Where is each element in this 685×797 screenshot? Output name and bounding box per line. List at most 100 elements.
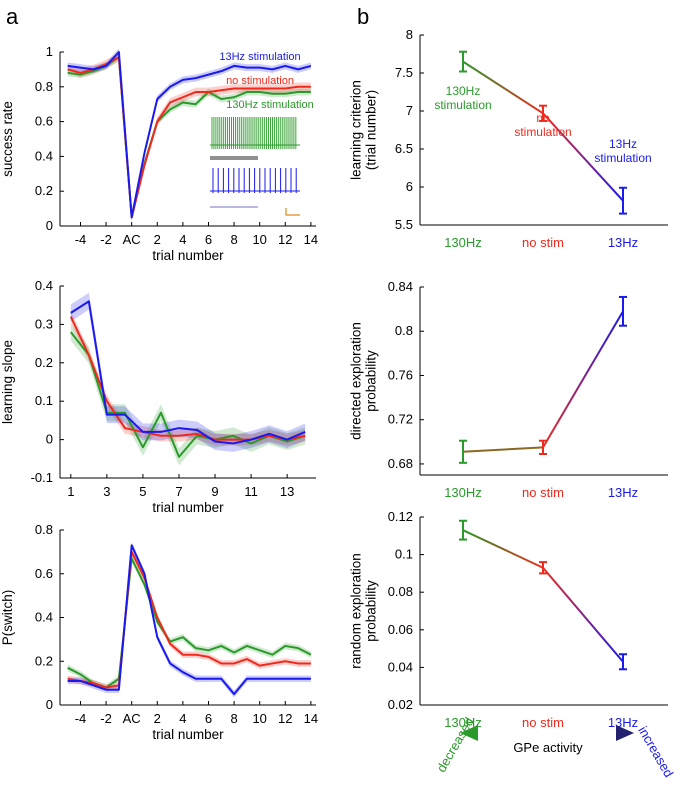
- series-line-s13: [67, 544, 311, 696]
- x-tick-label: 2: [154, 232, 161, 247]
- y-tick-label: 1: [46, 44, 53, 59]
- y-tick-label: 0.1: [35, 393, 53, 408]
- x-axis-label: trial number: [152, 248, 224, 263]
- directed-exploration-chart: 0.68 0.72 0.76 0.8 0.84 130Hz no stim 13Hz direc…: [349, 279, 668, 500]
- y-tick-label: 0.68: [388, 456, 413, 471]
- y-tick-label: 0.2: [35, 355, 53, 370]
- y-tick-label: 0.2: [35, 653, 53, 668]
- y-tick-label: 0.4: [35, 278, 53, 293]
- category-label-nostim: no stim: [522, 485, 564, 500]
- x-tick-label: 9: [211, 484, 218, 499]
- x-tick-label: -2: [100, 232, 112, 247]
- learning-criterion-chart: 5.5 6 6.5 7 7.5 8 130Hz no stim 13Hz learning cri…: [349, 27, 668, 250]
- y-tick-label: 0.2: [35, 183, 53, 198]
- category-label-s13: 13Hz: [608, 715, 638, 730]
- y-tick-label: 7: [406, 103, 413, 118]
- x-tick-label: 4: [179, 711, 186, 726]
- x-tick-label: 12: [278, 232, 292, 247]
- y-tick-label: 7.5: [395, 65, 413, 80]
- arrow-right-head-icon: [616, 725, 634, 741]
- series-line-nostim: [67, 550, 311, 689]
- y-axis-label: success rate: [0, 101, 15, 177]
- category-label-s130: 130Hz: [444, 715, 482, 730]
- y-tick-label: 0.8: [395, 323, 413, 338]
- x-tick-label: 1: [67, 484, 74, 499]
- gpe-activity-label: GPe activity: [513, 740, 583, 755]
- category-label-s130: 130Hz: [444, 235, 482, 250]
- annotation-s130: 130Hz: [446, 84, 481, 98]
- annotation-nostim: stimulation: [514, 125, 571, 139]
- p-switch-chart: 0 0.2 0.4 0.6 0.8 -4 -2 AC 2 4 6 8 10 12 14 trial numbe…: [0, 522, 318, 742]
- y-tick-label: -0.1: [31, 470, 53, 485]
- category-label-nostim: no stim: [522, 715, 564, 730]
- y-tick-label: 0.1: [395, 547, 413, 562]
- y-tick-label: 0.4: [35, 610, 53, 625]
- segment-s130-nostim: [462, 60, 544, 115]
- y-tick-label: 0.06: [388, 622, 413, 637]
- y-tick-label: 8: [406, 27, 413, 42]
- annotation-s13: 13Hz: [609, 137, 637, 151]
- blue-spike-train-icon: [210, 168, 300, 208]
- x-tick-label: -2: [100, 711, 112, 726]
- scale-bar-icon: [285, 208, 300, 216]
- y-axis-label: probability: [364, 580, 379, 642]
- annotation-s130: stimulation: [434, 98, 491, 112]
- segment-nostim-s13: [542, 567, 624, 663]
- panel-label-b: b: [357, 4, 369, 29]
- y-axis-label: probability: [364, 350, 379, 412]
- segment-nostim-s13: [542, 112, 624, 202]
- x-tick-label: 8: [230, 711, 237, 726]
- series-band-s13: [70, 292, 306, 452]
- x-tick-label: 12: [278, 711, 292, 726]
- y-tick-label: 0.3: [35, 316, 53, 331]
- series-band-nostim: [67, 548, 311, 691]
- series-band-s13: [67, 542, 311, 698]
- y-tick-label: 0.76: [388, 367, 413, 382]
- x-axis-label: trial number: [152, 727, 224, 742]
- green-spike-train-icon: [210, 117, 300, 149]
- success-rate-chart: 0 0.2 0.4 0.6 0.8 1 -4 -2 AC 2 4 6 8 10 12 14 trial numb…: [0, 44, 318, 263]
- x-tick-label: 4: [179, 232, 186, 247]
- x-tick-label: 10: [252, 711, 266, 726]
- y-axis-label: (trial number): [364, 90, 379, 170]
- y-tick-label: 0: [46, 432, 53, 447]
- x-tick-label: 6: [205, 711, 212, 726]
- y-tick-label: 0.08: [388, 584, 413, 599]
- x-tick-label: 7: [175, 484, 182, 499]
- y-tick-label: 0.72: [388, 412, 413, 427]
- panel-label-a: a: [6, 4, 19, 29]
- series-line-nostim: [69, 316, 306, 441]
- y-axis-label: learning slope: [0, 340, 15, 424]
- y-axis-label: directed exploration: [349, 322, 364, 440]
- x-tick-label: 3: [103, 484, 110, 499]
- x-tick-label: 10: [252, 232, 266, 247]
- legend-s130: 130Hz stimulation: [226, 99, 313, 111]
- segment-s130-nostim: [462, 529, 544, 569]
- y-tick-label: 0.4: [35, 148, 53, 163]
- arrow-left-head-icon: [460, 725, 478, 741]
- x-tick-label: 14: [304, 711, 318, 726]
- x-tick-label: 2: [154, 711, 161, 726]
- series-line-s13: [67, 51, 312, 219]
- stimulation-bar-icon: [210, 156, 258, 160]
- x-tick-label: 6: [205, 232, 212, 247]
- y-tick-label: 0.04: [388, 659, 413, 674]
- y-tick-label: 0: [46, 218, 53, 233]
- random-exploration-chart: 0.02 0.04 0.06 0.08 0.1 0.12 130Hz no stim 13Hz r…: [349, 509, 668, 730]
- x-tick-label: 13: [280, 484, 294, 499]
- y-tick-label: 5.5: [395, 217, 413, 232]
- x-tick-label: 14: [304, 232, 318, 247]
- y-tick-label: 6.5: [395, 141, 413, 156]
- y-tick-label: 0.02: [388, 697, 413, 712]
- y-axis-label: learning criterion: [349, 80, 364, 180]
- y-axis-label: P(switch): [0, 590, 15, 646]
- stimulation-inset: [210, 117, 300, 216]
- series-band-s130: [67, 555, 311, 691]
- annotation-nostim: no: [536, 111, 550, 125]
- y-tick-label: 0.6: [35, 566, 53, 581]
- y-axis-label: random exploration: [349, 553, 364, 669]
- category-label-s130: 130Hz: [444, 485, 482, 500]
- x-tick-label: 11: [244, 484, 258, 499]
